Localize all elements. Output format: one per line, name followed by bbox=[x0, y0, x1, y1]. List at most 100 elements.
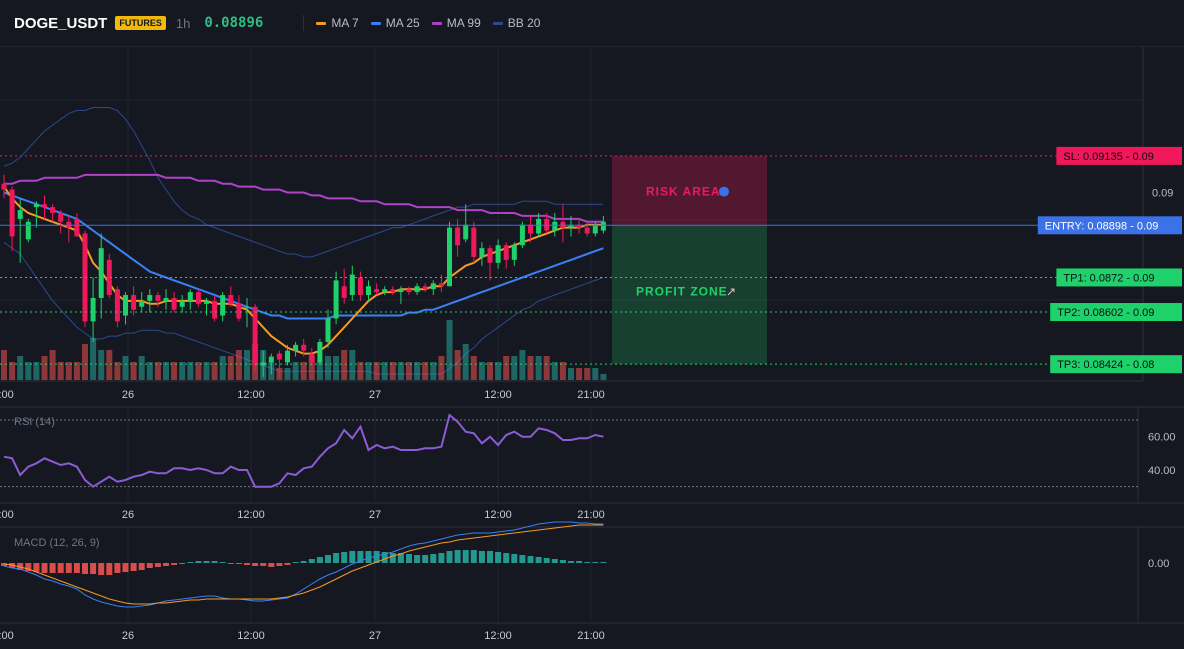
volume-bar bbox=[17, 356, 24, 380]
candle-body bbox=[131, 295, 137, 310]
macd-hist-bar bbox=[381, 552, 388, 563]
candle-body bbox=[33, 204, 39, 208]
candle-body bbox=[528, 224, 533, 234]
timeframe-selector[interactable]: 1h bbox=[175, 15, 191, 31]
macd-hist-bar bbox=[389, 553, 396, 563]
macd-hist-bar bbox=[114, 563, 121, 573]
symbol-label[interactable]: DOGE_USDT bbox=[14, 14, 108, 32]
rsi-tick: 60.00 bbox=[1148, 432, 1176, 444]
volume-bar bbox=[300, 362, 307, 380]
macd-hist-bar bbox=[82, 563, 88, 574]
candle-body bbox=[341, 286, 347, 298]
risk-zone bbox=[612, 155, 767, 226]
macd-hist-bar bbox=[284, 563, 291, 565]
time-label: 27 bbox=[369, 509, 381, 521]
macd-hist-bar bbox=[576, 561, 583, 563]
macd-hist-bar bbox=[600, 562, 607, 563]
time-label: 12:00 bbox=[0, 509, 14, 521]
trade-zones: RISK AREA PROFIT ZONE↗ bbox=[612, 155, 767, 365]
candle-body bbox=[25, 221, 31, 240]
macd-hist-bar bbox=[65, 563, 72, 573]
macd-hist-bar bbox=[179, 563, 186, 564]
volume-bar bbox=[316, 362, 323, 380]
profit-zone bbox=[612, 225, 767, 365]
candle-body bbox=[147, 295, 153, 301]
candle-body bbox=[430, 283, 436, 290]
volume-bar bbox=[325, 356, 331, 380]
legend-ma7[interactable]: MA 7 bbox=[316, 16, 359, 30]
macd-hist-bar bbox=[163, 563, 169, 566]
candle-body bbox=[398, 289, 404, 293]
volume-bar bbox=[446, 320, 453, 380]
entry-label-bg bbox=[1037, 216, 1182, 235]
volume-bar bbox=[397, 362, 404, 380]
rsi-line bbox=[3, 413, 604, 488]
candle-body bbox=[204, 300, 209, 304]
volume-bar bbox=[551, 362, 558, 380]
candle-body bbox=[317, 341, 323, 363]
volume-bar bbox=[235, 350, 242, 380]
rocket-icon: ↗ bbox=[726, 285, 736, 299]
volume-bar bbox=[430, 362, 437, 380]
candle-body bbox=[66, 221, 72, 228]
macd-hist-bar bbox=[276, 563, 283, 566]
macd-hist-bar bbox=[292, 562, 299, 563]
legend-bb20-label: BB 20 bbox=[507, 16, 541, 30]
candle-body bbox=[463, 224, 469, 240]
volume-bar bbox=[414, 362, 421, 380]
candle-body bbox=[382, 289, 388, 293]
macd-hist-bar bbox=[511, 554, 518, 563]
moving-averages bbox=[3, 173, 604, 355]
legend-bb20[interactable]: BB 20 bbox=[492, 16, 541, 30]
macd-title: MACD (12, 26, 9) bbox=[14, 537, 100, 549]
macd-hist-bar bbox=[227, 563, 234, 564]
candle-body bbox=[333, 280, 339, 319]
candle-body bbox=[58, 213, 64, 222]
macd-hist-bar bbox=[519, 555, 526, 563]
rsi-pane: RSI (14) 60.00 40.00 bbox=[0, 413, 1176, 488]
legend-ma99[interactable]: MA 99 bbox=[431, 16, 481, 30]
macd-hist-bar bbox=[438, 553, 445, 563]
volume-bar bbox=[333, 356, 340, 380]
time-label: 12:00 bbox=[0, 389, 14, 401]
volume-bar bbox=[138, 356, 145, 380]
volume-bar bbox=[195, 362, 202, 380]
candle-body bbox=[584, 227, 590, 234]
macd-hist-bar bbox=[187, 562, 194, 563]
macd-hist-bar bbox=[430, 554, 437, 563]
volume-bar bbox=[308, 356, 315, 380]
legend-ma25[interactable]: MA 25 bbox=[370, 16, 420, 30]
macd-signal-line bbox=[3, 524, 604, 605]
volume-bar bbox=[41, 356, 48, 380]
candle-body bbox=[600, 221, 606, 231]
macd-hist-bar bbox=[146, 563, 153, 568]
candle-body bbox=[390, 289, 396, 293]
volume-bar bbox=[73, 362, 80, 380]
macd-hist-bar bbox=[49, 563, 56, 573]
candle-body bbox=[276, 353, 282, 360]
candle-body bbox=[195, 292, 201, 304]
tp2-label: TP2: 0.08602 - 0.09 bbox=[1057, 307, 1154, 319]
time-label: 26 bbox=[122, 509, 134, 521]
ma99-swatch bbox=[431, 21, 442, 25]
macd-hist-bar bbox=[365, 551, 372, 563]
volume-bar bbox=[600, 374, 607, 380]
candle-body bbox=[163, 297, 169, 301]
chart-header: DOGE_USDT FUTURES 1h 0.08896 MA 7 MA 25 … bbox=[0, 0, 1184, 47]
macd-tick: 0.00 bbox=[1148, 558, 1169, 570]
rsi-title: RSI (14) bbox=[14, 416, 55, 428]
volume-bar bbox=[527, 356, 534, 380]
volume-bar bbox=[495, 362, 502, 380]
macd-hist-bar bbox=[584, 562, 591, 563]
macd-hist-bar bbox=[357, 551, 364, 563]
candle-body bbox=[252, 306, 258, 366]
candle-body bbox=[357, 277, 363, 296]
macd-hist-bar bbox=[300, 561, 307, 563]
volume-bar bbox=[559, 362, 566, 380]
volume-bar bbox=[1, 350, 7, 380]
macd-hist-bar bbox=[138, 563, 145, 570]
macd-hist-bar bbox=[122, 563, 129, 572]
macd-hist-bar bbox=[308, 559, 315, 563]
volume-bar bbox=[568, 368, 574, 380]
